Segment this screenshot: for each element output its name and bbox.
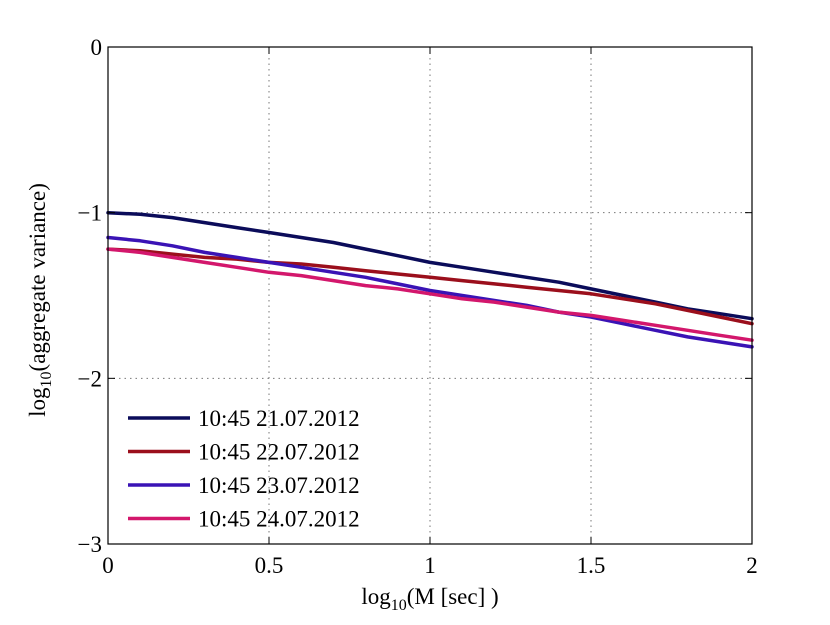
legend: 10:45 21.07.2012 10:45 22.07.2012 10:45 23… xyxy=(128,406,360,532)
y-tick-label: −2 xyxy=(78,366,102,391)
series-line-2 xyxy=(106,247,754,326)
y-axis-label: log10(aggregate variance) xyxy=(25,183,55,417)
x-tick-label: 0.5 xyxy=(255,553,284,578)
series-lines xyxy=(106,210,754,349)
legend-label-3: 10:45 23.07.2012 xyxy=(198,473,360,498)
series-line-1 xyxy=(106,210,754,321)
legend-label-1: 10:45 21.07.2012 xyxy=(198,406,360,431)
series-line-4 xyxy=(106,247,754,342)
y-tick-label: −3 xyxy=(78,532,102,557)
axis-ticks: 0 0.5 1 1.5 2 0 −1 −2 −3 xyxy=(78,35,758,578)
x-tick-label: 2 xyxy=(746,553,758,578)
x-tick-label: 1.5 xyxy=(577,553,606,578)
x-tick-label: 1 xyxy=(424,553,436,578)
x-axis-label: log10(M [sec] ) xyxy=(361,584,498,614)
legend-label-2: 10:45 22.07.2012 xyxy=(198,440,360,465)
series-line-3 xyxy=(106,235,754,349)
y-tick-label: 0 xyxy=(91,35,103,60)
x-tick-label: 0 xyxy=(102,553,114,578)
legend-label-4: 10:45 24.07.2012 xyxy=(198,507,360,532)
y-tick-label: −1 xyxy=(78,201,102,226)
